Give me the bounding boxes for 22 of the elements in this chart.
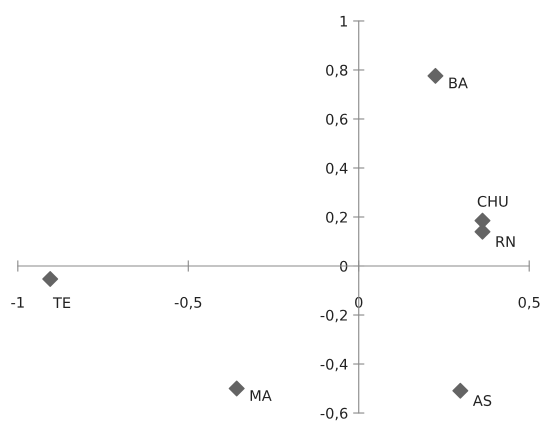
annotation: TE xyxy=(52,297,70,308)
point xyxy=(42,271,58,287)
annotation: AS xyxy=(472,395,492,406)
point xyxy=(427,68,444,84)
y-tick-label: 0,8 xyxy=(326,64,348,78)
y-tick-label: 0,2 xyxy=(326,212,347,224)
annotation: CHU xyxy=(478,196,508,207)
annotation: MA xyxy=(250,390,272,401)
annotation: RN xyxy=(496,236,515,247)
y-tick-label: 0,4 xyxy=(326,162,348,176)
x-tick-label: -1 xyxy=(11,297,24,308)
x-tick-label: -0,5 xyxy=(174,296,202,310)
point xyxy=(228,380,245,396)
y-tick-label: 1 xyxy=(340,16,347,27)
annotation: BA xyxy=(449,78,468,88)
y-tick-label: -0,6 xyxy=(320,408,348,420)
x-tick-label: 0,5 xyxy=(518,296,540,310)
y-tick-label: -0,2 xyxy=(320,310,347,322)
y-tick-label: -0,4 xyxy=(320,358,348,372)
x-tick-label: 0 xyxy=(355,296,362,308)
y-tick-label: 0,6 xyxy=(326,114,348,126)
point xyxy=(452,382,468,399)
